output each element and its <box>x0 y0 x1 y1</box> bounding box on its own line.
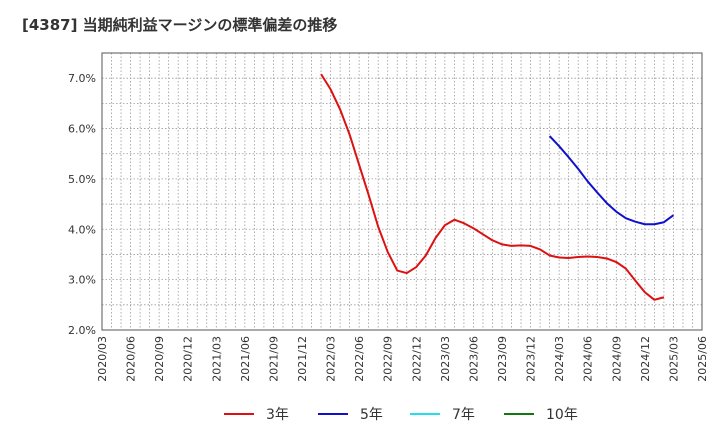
x-tick-label: 2025/06 <box>696 336 709 382</box>
legend-label: 3年 <box>266 407 289 423</box>
y-tick-label: 2.0% <box>68 324 96 337</box>
y-tick-label: 5.0% <box>68 173 96 186</box>
x-tick-label: 2021/03 <box>210 336 223 382</box>
x-tick-label: 2021/09 <box>267 336 280 382</box>
series-layer <box>320 73 675 301</box>
x-tick-label: 2024/12 <box>639 336 652 382</box>
x-tick-label: 2021/12 <box>296 336 309 382</box>
x-tick-label: 2022/06 <box>353 336 366 382</box>
axis-layer: 2.0% 3.0% 4.0% 5.0% 6.0% 7.0% 2020/03 2020/06 20… <box>68 52 709 382</box>
legend: 3年 5年 7年 10年 <box>224 407 578 423</box>
y-tick-label: 4.0% <box>68 223 96 236</box>
x-tick-label: 2020/06 <box>125 336 138 382</box>
series-line-0 <box>320 73 665 301</box>
x-tick-label: 2023/12 <box>525 336 538 382</box>
x-tick-label: 2023/09 <box>496 336 509 382</box>
legend-label: 10年 <box>546 407 578 423</box>
x-tick-label: 2023/06 <box>467 336 480 382</box>
y-tick-label: 3.0% <box>68 274 96 287</box>
legend-item-3[interactable]: 10年 <box>504 407 578 423</box>
plot-area-border <box>101 52 703 331</box>
x-tick-label: 2023/03 <box>439 336 452 382</box>
x-tick-label: 2022/09 <box>382 336 395 382</box>
legend-item-0[interactable]: 3年 <box>224 407 289 423</box>
x-tick-label: 2020/09 <box>153 336 166 382</box>
legend-item-1[interactable]: 5年 <box>318 407 383 423</box>
y-tick-label: 6.0% <box>68 123 96 136</box>
x-tick-label: 2020/12 <box>182 336 195 382</box>
y-tick-label: 7.0% <box>68 72 96 85</box>
x-tick-label: 2022/03 <box>325 336 338 382</box>
x-tick-label: 2024/09 <box>610 336 623 382</box>
x-tick-label: 2024/06 <box>582 336 595 382</box>
x-tick-label: 2022/12 <box>410 336 423 382</box>
x-tick-label: 2025/03 <box>667 336 680 382</box>
x-tick-label: 2024/03 <box>553 336 566 382</box>
chart-title: [4387] 当期純利益マージンの標準偏差の推移 <box>22 16 338 34</box>
legend-label: 7年 <box>452 407 475 423</box>
x-tick-label: 2020/03 <box>96 336 109 382</box>
x-tick-label: 2021/06 <box>239 336 252 382</box>
legend-label: 5年 <box>360 407 383 423</box>
series-line-1 <box>548 135 675 226</box>
legend-item-2[interactable]: 7年 <box>410 407 475 423</box>
grid-layer <box>101 52 703 331</box>
